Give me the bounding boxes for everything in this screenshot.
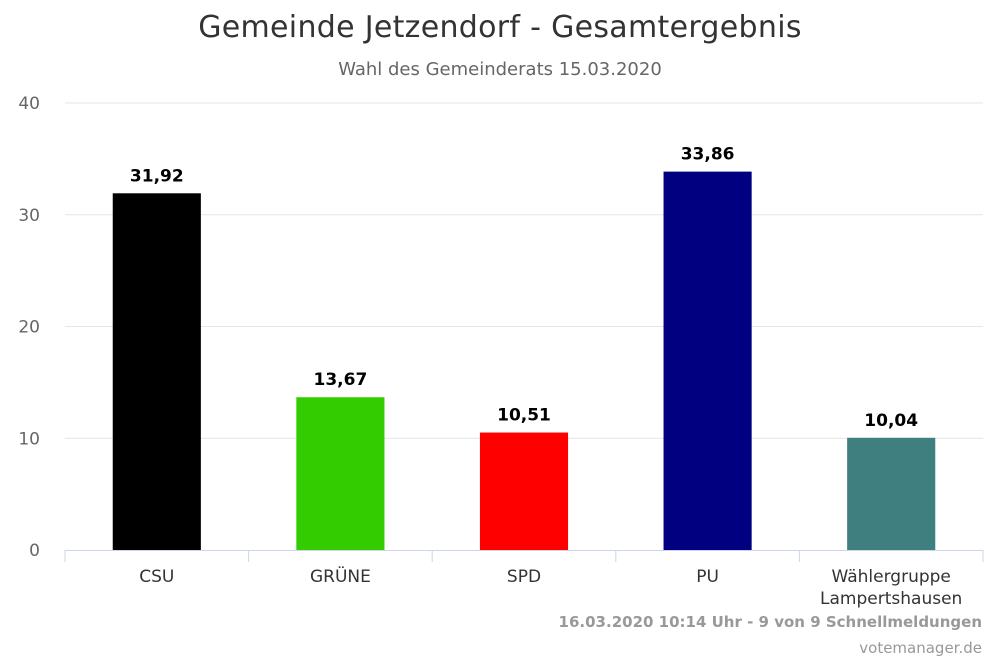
- y-tick-label: 10: [18, 429, 40, 449]
- data-label: 33,86: [681, 145, 735, 165]
- data-label: 31,92: [130, 166, 184, 186]
- bar-0: [112, 193, 201, 550]
- y-tick-label: 30: [18, 206, 40, 226]
- y-tick-label: 40: [18, 94, 40, 114]
- y-tick-label: 0: [29, 541, 40, 561]
- data-label: 10,04: [864, 411, 918, 431]
- x-category-label: PU: [696, 567, 719, 587]
- footer-status: 16.03.2020 10:14 Uhr - 9 von 9 Schnellme…: [558, 613, 982, 631]
- footer-credit: votemanager.de: [859, 639, 982, 657]
- bar-2: [479, 432, 569, 550]
- y-tick-label: 20: [18, 318, 40, 338]
- bar-3: [663, 171, 752, 550]
- data-label: 10,51: [497, 406, 551, 426]
- x-axis: [64, 550, 984, 562]
- x-category-label: GRÜNE: [310, 565, 371, 587]
- x-category-label: SPD: [507, 567, 541, 587]
- gridlines: [65, 102, 983, 439]
- x-category-label: CSU: [139, 567, 174, 587]
- bars: [112, 171, 936, 550]
- data-label: 13,67: [314, 370, 368, 390]
- x-category-label: Lampertshausen: [820, 589, 962, 609]
- bar-1: [296, 397, 385, 550]
- bar-4: [847, 437, 936, 550]
- chart-title: Gemeinde Jetzendorf - Gesamtergebnis: [198, 10, 802, 45]
- labels: 0 10 20 30 40 31,92 CSU 13,67 GRÜNE 10,51 SPD 33,86…: [18, 94, 962, 609]
- x-category-label: Wählergruppe: [832, 567, 951, 587]
- chart-subtitle: Wahl des Gemeinderats 15.03.2020: [338, 59, 662, 80]
